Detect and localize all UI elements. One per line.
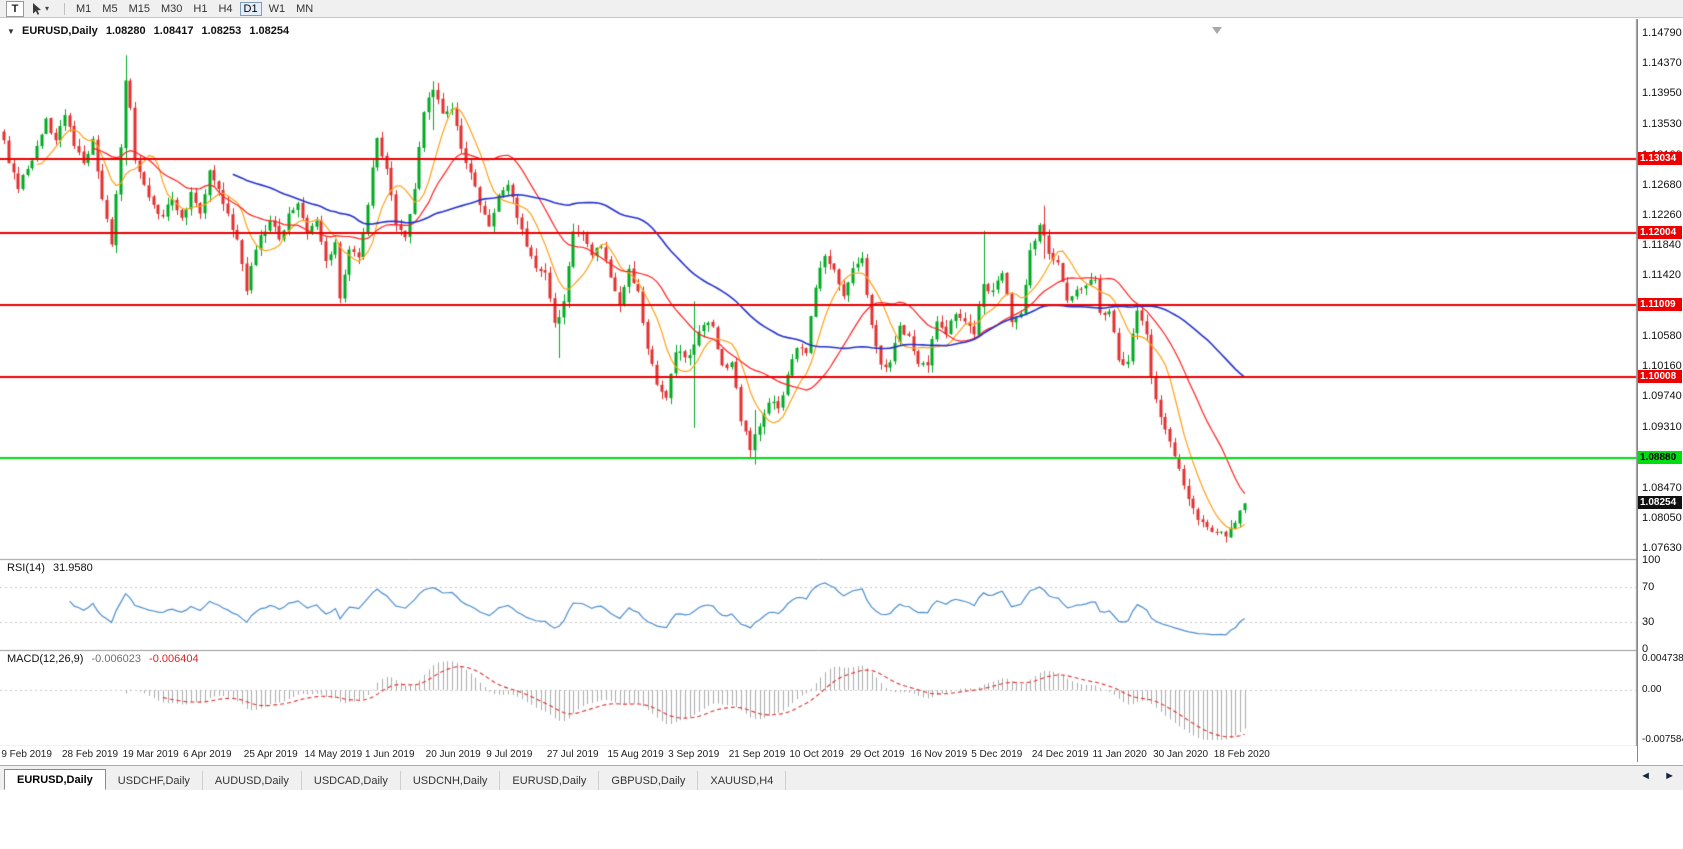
timeframe-button-m5[interactable]: M5 bbox=[102, 2, 118, 15]
date-axis-label: 25 Apr 2019 bbox=[243, 749, 298, 760]
date-axis-label: 18 Feb 2020 bbox=[1213, 749, 1270, 760]
cursor-tool-button[interactable]: ▾ bbox=[29, 2, 52, 16]
text-tool-icon: T bbox=[11, 2, 19, 15]
date-axis-label: 21 Sep 2019 bbox=[728, 749, 786, 760]
price-axis-tick: 1.09310 bbox=[1642, 421, 1682, 434]
price-chart-canvas[interactable] bbox=[0, 19, 1637, 762]
date-axis-label: 6 Apr 2019 bbox=[183, 749, 232, 760]
date-axis[interactable]: 9 Feb 2019 28 Feb 2019 19 Mar 2019 6 Apr 20… bbox=[0, 746, 1637, 762]
chart-tab-6-eurusd-daily[interactable]: EURUSD,Daily bbox=[500, 771, 600, 790]
dropdown-arrow-icon: ▾ bbox=[45, 4, 50, 13]
chart-tab-strip: EURUSD,Daily USDCHF,Daily AUDUSD,Daily USDC… bbox=[0, 765, 1683, 790]
timeframe-button-mn[interactable]: MN bbox=[296, 2, 314, 15]
price-axis[interactable]: 1.147901.143701.139501.135301.131001.126… bbox=[1637, 19, 1683, 762]
rsi-name: RSI(14) bbox=[7, 562, 45, 574]
date-axis-label: 30 Jan 2020 bbox=[1153, 749, 1209, 760]
bar-low-value: 1.08253 bbox=[201, 25, 242, 37]
date-axis-label: 16 Nov 2019 bbox=[910, 749, 968, 760]
date-axis-label: 24 Dec 2019 bbox=[1031, 749, 1089, 760]
date-axis-label: 19 Mar 2019 bbox=[122, 749, 179, 760]
timeframe-button-h4[interactable]: H4 bbox=[218, 2, 233, 15]
macd-indicator-label: MACD(12,26,9) -0.006023 -0.006404 bbox=[7, 653, 204, 665]
chart-tab-4-usdcad-daily[interactable]: USDCAD,Daily bbox=[302, 771, 401, 790]
bar-close-value: 1.08254 bbox=[249, 25, 290, 37]
timeframe-button-m1[interactable]: M1 bbox=[76, 2, 92, 15]
macd-axis-tick: 0.00 bbox=[1642, 684, 1662, 696]
price-axis-tick: 1.13950 bbox=[1642, 87, 1682, 100]
rsi-axis-tick: 70 bbox=[1642, 580, 1655, 593]
chart-tab-2-usdchf-daily[interactable]: USDCHF,Daily bbox=[106, 771, 203, 790]
chart-tab-8-xauusd-h4[interactable]: XAUUSD,H4 bbox=[698, 771, 787, 790]
collapse-panel-icon[interactable]: ▼ bbox=[7, 27, 15, 36]
date-axis-label: 27 Jul 2019 bbox=[546, 749, 599, 760]
price-axis-tick: 1.11840 bbox=[1642, 239, 1681, 252]
macd-main-value: -0.006023 bbox=[91, 653, 142, 665]
price-level-flag[interactable]: 1.11009 bbox=[1638, 297, 1682, 311]
macd-axis-tick: 0.004738 bbox=[1642, 653, 1683, 664]
symbol-name: EURUSD,Daily bbox=[21, 25, 98, 37]
price-axis-tick: 1.12680 bbox=[1642, 178, 1682, 191]
tab-scroll-right-icon[interactable]: ► bbox=[1664, 770, 1675, 782]
price-axis-tick: 1.14790 bbox=[1642, 27, 1682, 40]
timeframe-button-w1[interactable]: W1 bbox=[268, 2, 286, 15]
rsi-axis-tick: 30 bbox=[1642, 616, 1655, 629]
rsi-axis-tick: 0 bbox=[1642, 643, 1649, 655]
price-axis-tick: 1.07630 bbox=[1642, 541, 1682, 554]
chart-tab-5-usdcnh-daily[interactable]: USDCNH,Daily bbox=[401, 771, 501, 790]
tab-scroll-arrows: ◄ ► bbox=[1630, 770, 1675, 782]
timeframe-button-h1[interactable]: H1 bbox=[193, 2, 208, 15]
date-axis-label: 14 May 2019 bbox=[304, 749, 363, 760]
price-axis-tick: 1.13530 bbox=[1642, 117, 1682, 130]
bar-high-value: 1.08417 bbox=[153, 25, 194, 37]
rsi-indicator-label: RSI(14) 31.9580 bbox=[7, 562, 98, 574]
symbol-ohlc-info: ▼ EURUSD,Daily 1.08280 1.08417 1.08253 1… bbox=[7, 25, 294, 37]
current-price-flag: 1.08254 bbox=[1638, 496, 1682, 510]
price-axis-tick: 1.08470 bbox=[1642, 481, 1682, 494]
toolbar-separator bbox=[64, 2, 66, 15]
date-axis-label: 10 Oct 2019 bbox=[789, 749, 844, 760]
bar-open-value: 1.08280 bbox=[105, 25, 146, 37]
macd-signal-value: -0.006404 bbox=[149, 653, 199, 665]
macd-axis-tick: -0.007584 bbox=[1642, 734, 1683, 745]
chart-tab-3-audusd-daily[interactable]: AUDUSD,Daily bbox=[203, 771, 302, 790]
price-axis-tick: 1.09740 bbox=[1642, 390, 1682, 403]
price-axis-tick: 1.10160 bbox=[1642, 359, 1682, 372]
price-level-flag[interactable]: 1.08880 bbox=[1638, 451, 1682, 465]
timeframe-button-d1[interactable]: D1 bbox=[239, 1, 262, 16]
date-axis-label: 29 Oct 2019 bbox=[849, 749, 905, 760]
timeframe-button-m30[interactable]: M30 bbox=[160, 2, 183, 15]
date-axis-label: 28 Feb 2019 bbox=[61, 749, 119, 760]
timeframe-button-m15[interactable]: M15 bbox=[128, 2, 150, 15]
date-axis-label: 9 Feb 2019 bbox=[1, 749, 52, 760]
price-level-flag[interactable]: 1.13034 bbox=[1638, 152, 1682, 166]
cursor-arrow-icon bbox=[33, 2, 41, 15]
macd-name: MACD(12,26,9) bbox=[7, 653, 84, 665]
chart-tab-7-gbpusd-daily[interactable]: GBPUSD,Daily bbox=[599, 771, 699, 790]
date-axis-label: 3 Sep 2019 bbox=[668, 749, 720, 760]
date-axis-label: 20 Jun 2019 bbox=[425, 749, 481, 760]
rsi-value: 31.9580 bbox=[52, 562, 93, 574]
price-axis-tick: 1.11420 bbox=[1642, 269, 1681, 282]
price-axis-tick: 1.08050 bbox=[1642, 511, 1682, 524]
tab-scroll-left-icon[interactable]: ◄ bbox=[1640, 770, 1652, 782]
price-axis-tick: 1.12260 bbox=[1642, 208, 1682, 221]
price-level-flag[interactable]: 1.12004 bbox=[1638, 226, 1682, 240]
chart-tab-1-eurusd-daily[interactable]: EURUSD,Daily bbox=[4, 769, 106, 790]
text-tool-button[interactable]: T bbox=[6, 0, 24, 17]
date-axis-label: 5 Dec 2019 bbox=[971, 749, 1023, 760]
date-axis-label: 9 Jul 2019 bbox=[486, 749, 533, 760]
price-level-flag[interactable]: 1.10008 bbox=[1638, 369, 1682, 383]
top-toolbar: T ▾ M1 M5 M15 M30 H1 H4 D1 W1 MN bbox=[0, 0, 1683, 18]
rsi-axis-tick: 100 bbox=[1642, 554, 1661, 566]
date-axis-label: 1 Jun 2019 bbox=[365, 749, 415, 760]
timeframe-button-group: M1 M5 M15 M30 H1 H4 D1 W1 MN bbox=[72, 1, 320, 16]
price-axis-tick: 1.10580 bbox=[1642, 329, 1682, 342]
chart-window: ▼ EURUSD,Daily 1.08280 1.08417 1.08253 1… bbox=[0, 19, 1683, 762]
date-axis-label: 15 Aug 2019 bbox=[607, 749, 664, 760]
price-axis-tick: 1.14370 bbox=[1642, 57, 1682, 70]
date-axis-label: 11 Jan 2020 bbox=[1092, 749, 1147, 760]
chart-shift-marker-icon[interactable] bbox=[1212, 27, 1222, 34]
